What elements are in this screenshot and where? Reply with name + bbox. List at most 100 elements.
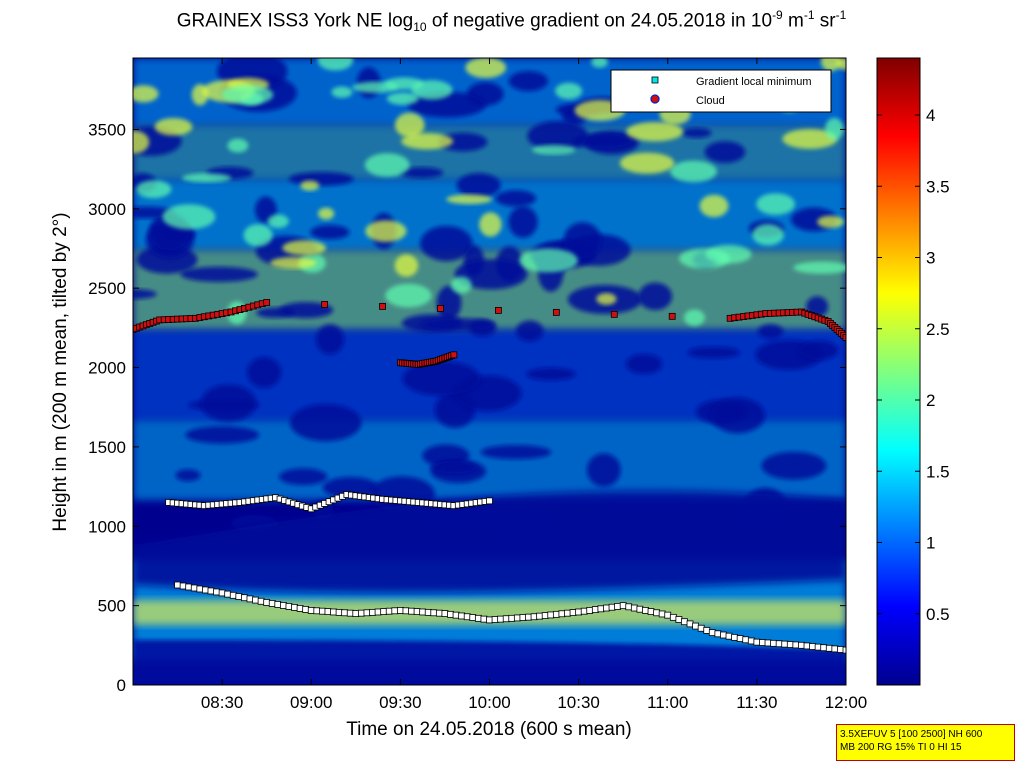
- field-patch: [185, 426, 260, 444]
- y-axis-label: Height in m (200 m mean, tilted by 2°): [50, 212, 71, 531]
- minimum-marker: [753, 638, 761, 646]
- minimum-marker: [703, 627, 711, 634]
- field-patch: [710, 397, 765, 434]
- x-tick-label: 11:00: [647, 693, 688, 712]
- field-patch: [394, 112, 425, 138]
- cloud-marker: [495, 306, 502, 314]
- minimum-marker: [257, 597, 265, 605]
- field-patch: [817, 215, 845, 229]
- settings-note: 3.5XEFUV 5 [100 2500] NH 600 MB 200 RG 1…: [836, 724, 1015, 761]
- field-patch: [270, 257, 317, 269]
- minimum-marker: [658, 610, 666, 618]
- minimum-marker: [486, 616, 493, 624]
- heatmap-field: [133, 58, 846, 685]
- minimum-marker: [346, 609, 354, 617]
- field-patch: [563, 222, 602, 259]
- minimum-marker: [508, 614, 516, 622]
- minimum-marker: [458, 612, 466, 620]
- minimum-marker: [530, 613, 538, 621]
- x-tick-label: 11:30: [736, 693, 777, 712]
- y-axis: 0 500 1000 1500 2000 2500 3000 3500: [88, 120, 846, 695]
- minimum-marker: [664, 611, 672, 619]
- field-patch: [227, 138, 249, 153]
- minimum-marker: [235, 593, 243, 600]
- field-patch: [331, 86, 353, 98]
- field-patch: [278, 302, 334, 319]
- field-patch: [175, 469, 201, 482]
- settings-note-line-1: 3.5XEFUV 5 [100 2500] NH 600: [840, 729, 983, 740]
- minimum-marker: [686, 620, 694, 628]
- field-patch: [394, 254, 419, 277]
- minimum-marker: [408, 607, 415, 615]
- field-patch: [480, 445, 552, 460]
- x-axis: 08:30 09:00 09:30 10:00 10:30 11:00 11:30 12:00: [201, 58, 867, 712]
- x-tick-label: 09:00: [290, 693, 333, 712]
- minimum-marker: [837, 646, 844, 653]
- colorbar-gradient: [877, 58, 920, 685]
- cloud-marker: [552, 308, 560, 316]
- field-patch: [761, 451, 827, 480]
- minimum-marker: [502, 615, 510, 623]
- x-tick-label: 10:00: [468, 693, 511, 712]
- minimum-marker: [396, 606, 404, 614]
- field-patch: [798, 340, 839, 360]
- minimum-marker: [229, 591, 237, 599]
- minimum-marker: [513, 614, 521, 622]
- field-patch: [479, 212, 502, 237]
- field-patch: [531, 144, 576, 155]
- minimum-marker: [630, 604, 638, 612]
- minimum-marker: [547, 611, 555, 619]
- minimum-marker: [814, 643, 822, 651]
- field-patch: [438, 132, 488, 152]
- field-patch: [454, 259, 528, 290]
- minimum-marker: [474, 614, 482, 622]
- field-patch: [317, 58, 354, 71]
- minimum-marker: [497, 615, 505, 623]
- minimum-marker: [625, 603, 633, 611]
- cloud-marker: [379, 303, 386, 310]
- minimum-marker: [413, 608, 421, 615]
- field-dark-layer: [133, 490, 846, 593]
- minimum-marker: [330, 608, 337, 616]
- minimum-marker: [714, 630, 722, 638]
- minimum-marker: [736, 635, 744, 642]
- minimum-marker: [179, 582, 187, 590]
- minimum-marker: [469, 614, 477, 621]
- minimum-marker: [608, 603, 616, 611]
- field-patch: [704, 141, 746, 163]
- field-patch: [793, 261, 846, 274]
- field-patch: [243, 224, 273, 247]
- field-patch: [133, 289, 157, 300]
- minimum-marker: [296, 605, 304, 612]
- minimum-marker: [302, 606, 310, 613]
- minimum-marker: [586, 606, 594, 614]
- minimum-marker: [357, 609, 365, 617]
- minimum-marker: [452, 611, 460, 619]
- field-patch: [450, 276, 472, 294]
- minimum-marker: [174, 581, 181, 589]
- field-patch: [679, 248, 731, 269]
- minimum-marker: [291, 604, 298, 611]
- minimum-marker: [435, 609, 443, 617]
- field-patch: [386, 92, 419, 105]
- field-patch: [180, 266, 258, 282]
- field-patch: [421, 318, 496, 332]
- minimum-marker: [441, 610, 449, 617]
- x-axis-label: Time on 24.05.2018 (600 s mean): [346, 719, 632, 740]
- minimum-marker: [246, 595, 254, 603]
- minimum-marker: [669, 613, 677, 621]
- settings-note-line-2: MB 200 RG 15% TI 0 HI 15: [840, 742, 962, 753]
- colorbar-tick-label: 0.5: [926, 605, 950, 624]
- minimum-marker: [463, 613, 471, 621]
- field-patch: [527, 121, 589, 151]
- minimum-marker: [369, 608, 376, 616]
- cloud-marker: [610, 310, 618, 318]
- minimum-marker: [697, 624, 705, 632]
- field-patch: [820, 58, 842, 72]
- minimum-marker: [519, 614, 527, 621]
- minimum-marker: [681, 618, 688, 626]
- minimum-marker: [385, 607, 393, 615]
- field-patch: [516, 320, 544, 342]
- field-patch: [385, 283, 432, 308]
- chart-title: GRAINEX ISS3 York NE log10 of negative g…: [176, 8, 847, 35]
